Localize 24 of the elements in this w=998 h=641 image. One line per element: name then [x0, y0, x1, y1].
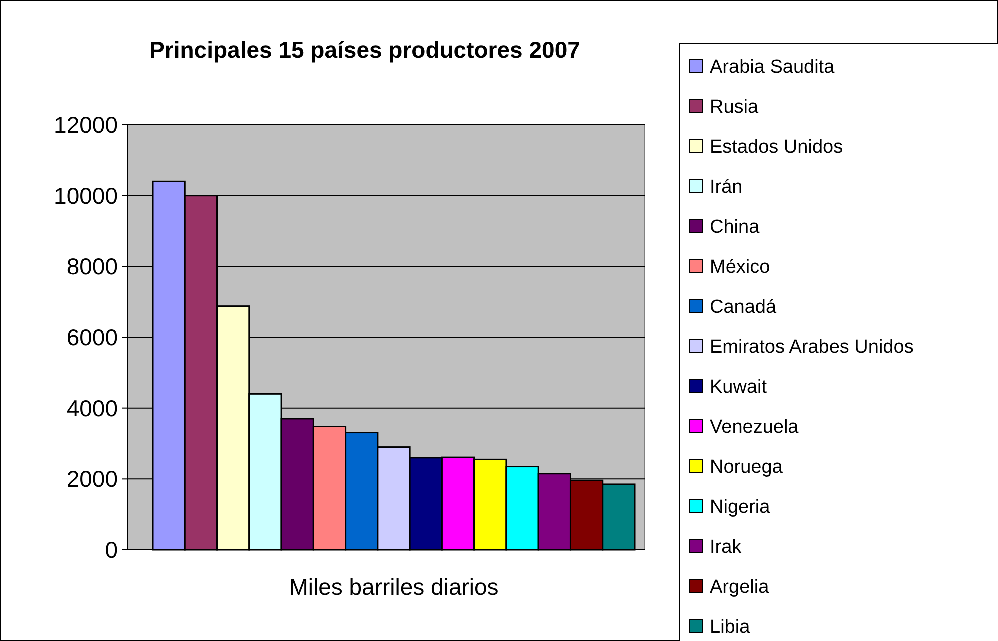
y-tick-label: 12000	[54, 112, 118, 138]
legend-label: Estados Unidos	[710, 137, 844, 158]
legend-label: Irak	[710, 537, 742, 558]
legend-label: Noruega	[710, 457, 784, 478]
legend-label: Argelia	[710, 577, 770, 598]
legend-label: Nigeria	[710, 497, 771, 518]
legend-label: Kuwait	[710, 377, 768, 398]
y-tick-label: 4000	[66, 395, 118, 422]
legend-label: Rusia	[710, 97, 760, 118]
legend-label: Irán	[710, 177, 743, 198]
legend-label: Canadá	[710, 297, 777, 318]
legend-label: Libia	[710, 617, 751, 638]
legend-label: México	[710, 257, 770, 278]
y-tick-label: 0	[105, 537, 118, 564]
y-tick-label: 10000	[54, 182, 118, 209]
legend-label: Venezuela	[710, 417, 800, 438]
y-tick-label: 8000	[66, 254, 118, 280]
legend-label: China	[710, 217, 760, 238]
y-tick-label: 2000	[66, 466, 118, 492]
chart-title: Principales 15 países productores 2007	[150, 37, 580, 63]
y-tick-label: 6000	[66, 324, 118, 351]
x-tick-label: Miles barriles diarios	[289, 574, 499, 600]
legend-label: Emiratos Arabes Unidos	[710, 337, 914, 358]
legend-label: Arabia Saudita	[710, 57, 836, 78]
